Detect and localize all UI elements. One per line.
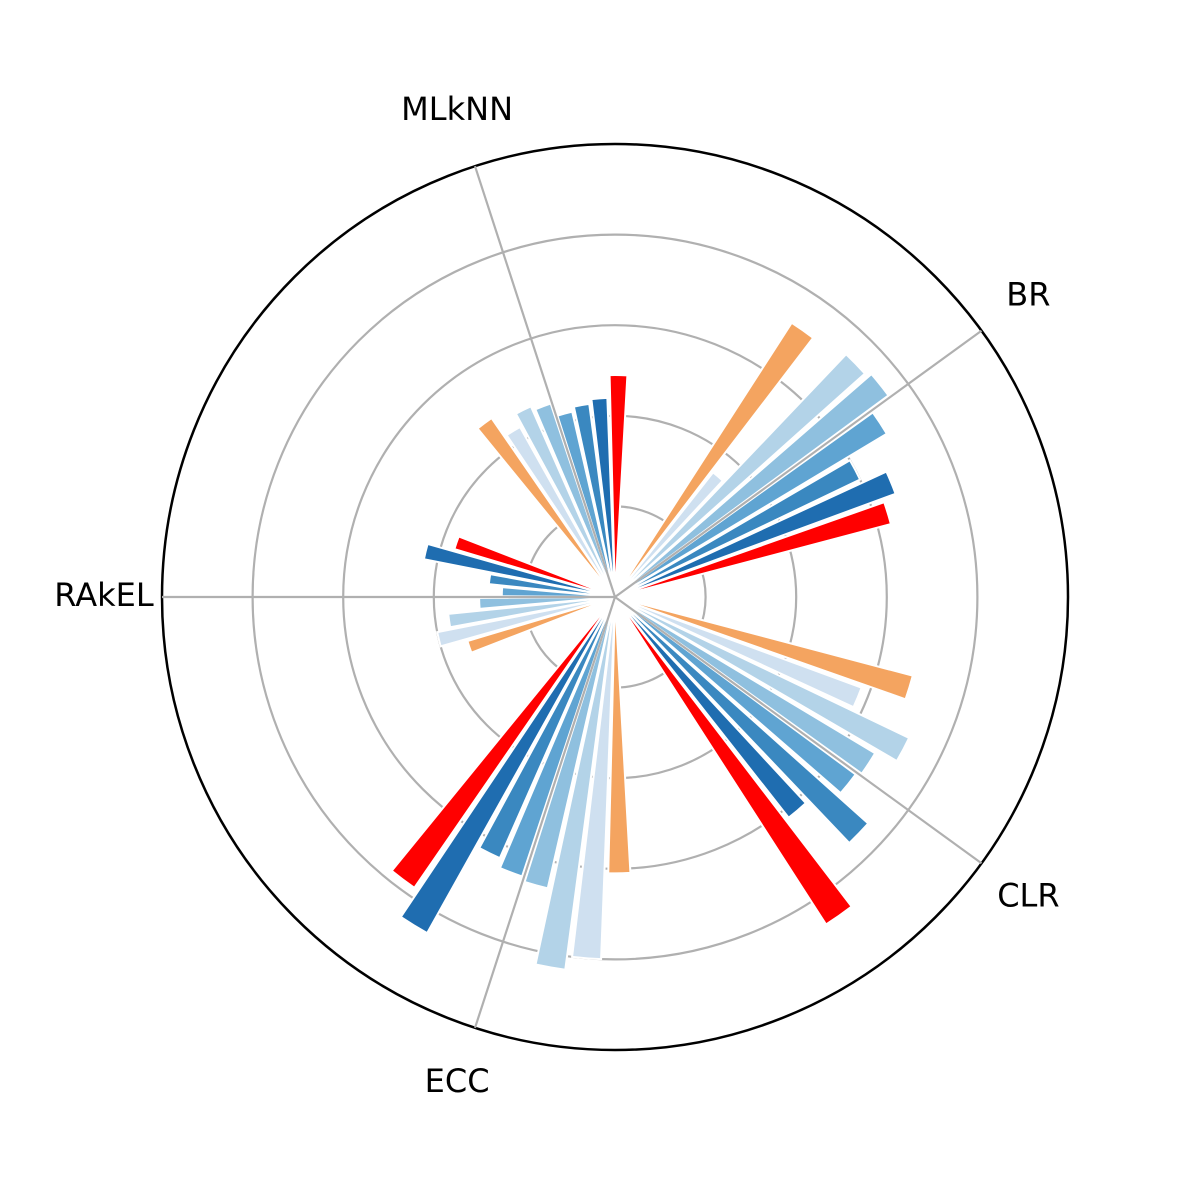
- bar-mlknn-4: [534, 402, 616, 598]
- radial-gridline-5: [473, 165, 617, 598]
- bar-mlknn-7: [590, 396, 616, 598]
- bar-layer: [390, 321, 915, 971]
- bar-rakel-8: [453, 535, 616, 598]
- bar-br-1: [614, 321, 815, 598]
- bar-mlknn-3: [514, 405, 616, 598]
- bar-ecc-7: [399, 596, 616, 935]
- bar-br-3: [614, 352, 867, 598]
- radial-gridline-1: [614, 329, 983, 598]
- bar-clr-7: [614, 596, 808, 820]
- bar-ecc-5: [498, 596, 616, 878]
- bar-clr-2: [614, 596, 863, 709]
- group-label-rakel: RAkEL: [54, 576, 154, 614]
- radial-gridline-2: [614, 596, 983, 865]
- bar-mlknn-1: [476, 416, 616, 598]
- bar-ecc-2: [570, 596, 616, 961]
- group-label-clr: CLR: [997, 876, 1059, 914]
- bar-clr-1: [614, 596, 915, 701]
- bar-mlknn-8: [608, 374, 629, 598]
- bar-mlknn-2: [505, 425, 616, 598]
- bar-clr-6: [614, 596, 870, 845]
- bar-br-8: [614, 500, 893, 598]
- bar-rakel-1: [466, 596, 616, 654]
- bar-ecc-8: [390, 596, 616, 890]
- bar-br-6: [614, 458, 862, 598]
- bar-ecc-1: [607, 596, 632, 875]
- radial-gridline-3: [473, 596, 617, 1029]
- group-label-ecc: ECC: [425, 1062, 490, 1100]
- bar-clr-5: [614, 596, 858, 795]
- bar-ecc-3: [534, 596, 616, 971]
- bar-ecc-6: [477, 596, 616, 860]
- bar-clr-8: [614, 596, 854, 926]
- bar-mlknn-6: [572, 402, 616, 598]
- bar-rakel-3: [447, 596, 616, 629]
- group-label-mlknn: MLkNN: [401, 90, 513, 128]
- bar-br-7: [614, 470, 897, 598]
- bar-br-4: [614, 372, 890, 598]
- bar-clr-4: [614, 596, 877, 776]
- bar-br-5: [614, 411, 889, 598]
- bar-rakel-2: [436, 596, 616, 648]
- bar-clr-3: [614, 596, 911, 763]
- bar-br-2: [614, 470, 725, 598]
- group-label-br: BR: [1006, 276, 1050, 314]
